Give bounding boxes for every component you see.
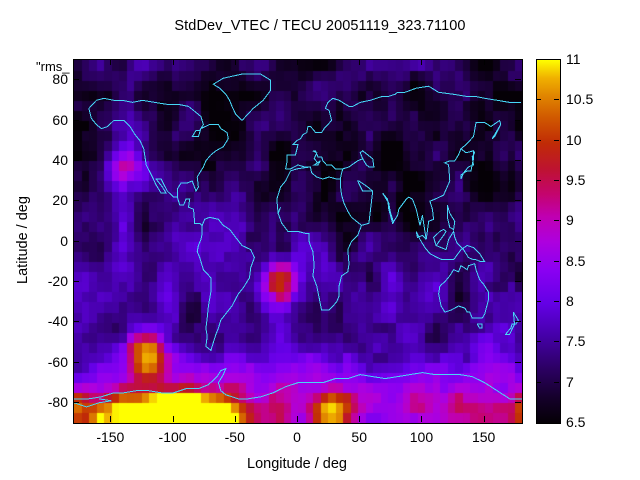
colorbar-tick-mark — [554, 341, 559, 342]
x-tick-mark — [110, 59, 111, 65]
colorbar-tick-label: 8.5 — [566, 252, 586, 269]
y-axis-tick-label: 20 — [52, 192, 68, 209]
colorbar-tick-mark — [554, 180, 559, 181]
x-tick-mark — [421, 59, 422, 65]
colorbar-tick-label: 9.5 — [566, 172, 586, 188]
x-tick-mark — [110, 416, 111, 422]
y-axis-tick-label: 60 — [52, 111, 68, 128]
y-axis-tick-label: -40 — [47, 313, 68, 330]
x-axis-tick-label: -100 — [158, 429, 187, 445]
y-axis-tick-labels: 80 60 40 20 0 -20 -40 -60 -80 — [0, 0, 68, 480]
y-axis-tick-label: 0 — [60, 232, 68, 249]
x-tick-mark — [484, 416, 485, 422]
x-tick-mark — [297, 59, 298, 65]
x-axis-tick-label: 50 — [351, 429, 368, 445]
vtec-heatmap — [74, 60, 522, 423]
colorbar-tick-mark — [554, 261, 559, 262]
colorbar-tick-label: 7 — [566, 373, 574, 390]
y-tick-mark — [73, 402, 79, 403]
coastline-overlay — [74, 73, 522, 408]
colorbar-tick-label: 10 — [566, 131, 582, 148]
y-tick-mark — [73, 79, 79, 80]
x-axis-tick-label: 100 — [409, 429, 434, 445]
x-axis-tick-label: -150 — [96, 429, 125, 445]
y-axis-label: Latitude / deg — [15, 196, 31, 284]
colorbar-tick-label: 9 — [566, 212, 574, 229]
x-tick-mark — [421, 416, 422, 422]
y-tick-mark — [73, 160, 79, 161]
colorbar-tick-mark — [536, 180, 541, 181]
colorbar-tick-label: 10.5 — [566, 91, 594, 108]
y-axis-tick-label: 40 — [52, 151, 68, 168]
colorbar-tick-mark — [536, 220, 541, 221]
colorbar-tick-label: 8 — [566, 293, 574, 309]
x-tick-mark — [235, 59, 236, 65]
colorbar-gradient — [537, 60, 560, 423]
y-axis-tick-label: 80 — [52, 71, 68, 88]
colorbar-tick-mark — [536, 341, 541, 342]
y-tick-mark — [515, 200, 521, 201]
x-axis-tick-label: -50 — [224, 429, 245, 445]
x-axis-label: Longitude / deg — [247, 456, 347, 472]
colorbar-tick-mark — [554, 140, 559, 141]
colorbar-tick-mark — [536, 301, 541, 302]
y-tick-mark — [515, 241, 521, 242]
x-tick-mark — [173, 416, 174, 422]
x-tick-mark — [297, 416, 298, 422]
colorbar-tick-mark — [554, 301, 559, 302]
y-tick-mark — [73, 200, 79, 201]
x-axis-tick-label: 0 — [293, 429, 301, 445]
colorbar-tick-label: 6.5 — [566, 414, 586, 430]
colorbar-tick-mark — [536, 261, 541, 262]
y-tick-mark — [515, 281, 521, 282]
y-tick-mark — [515, 79, 521, 80]
heatmap-plot-area — [73, 59, 523, 424]
y-tick-mark — [73, 241, 79, 242]
y-axis-tick-label: -20 — [47, 272, 68, 289]
y-axis-tick-label: -60 — [47, 353, 68, 370]
x-tick-mark — [173, 59, 174, 65]
colorbar-tick-mark — [554, 382, 559, 383]
colorbar-tick-mark — [554, 220, 559, 221]
colorbar-tick-mark — [536, 382, 541, 383]
y-tick-mark — [73, 281, 79, 282]
colorbar-tick-mark — [536, 140, 541, 141]
x-tick-mark — [359, 59, 360, 65]
y-tick-mark — [515, 321, 521, 322]
x-tick-mark — [484, 59, 485, 65]
colorbar-tick-mark — [554, 99, 559, 100]
colorbar-tick-mark — [536, 99, 541, 100]
x-tick-mark — [235, 416, 236, 422]
colorbar — [536, 59, 561, 424]
y-tick-mark — [515, 160, 521, 161]
y-axis-tick-label: -80 — [47, 393, 68, 410]
page-title: StdDev_VTEC / TECU 20051119_323.71100 — [174, 18, 466, 34]
x-axis-tick-labels: -150 -100 -50 0 50 100 150 — [0, 430, 640, 450]
plot-key-title: "rms_ — [36, 59, 70, 74]
x-axis-tick-label: 150 — [471, 429, 496, 445]
y-tick-mark — [515, 362, 521, 363]
y-tick-mark — [73, 120, 79, 121]
y-tick-mark — [515, 402, 521, 403]
x-tick-mark — [359, 416, 360, 422]
colorbar-tick-label: 7.5 — [566, 333, 586, 350]
y-tick-mark — [73, 321, 79, 322]
colorbar-tick-label: 11 — [566, 51, 581, 67]
y-tick-mark — [73, 362, 79, 363]
y-tick-mark — [515, 120, 521, 121]
